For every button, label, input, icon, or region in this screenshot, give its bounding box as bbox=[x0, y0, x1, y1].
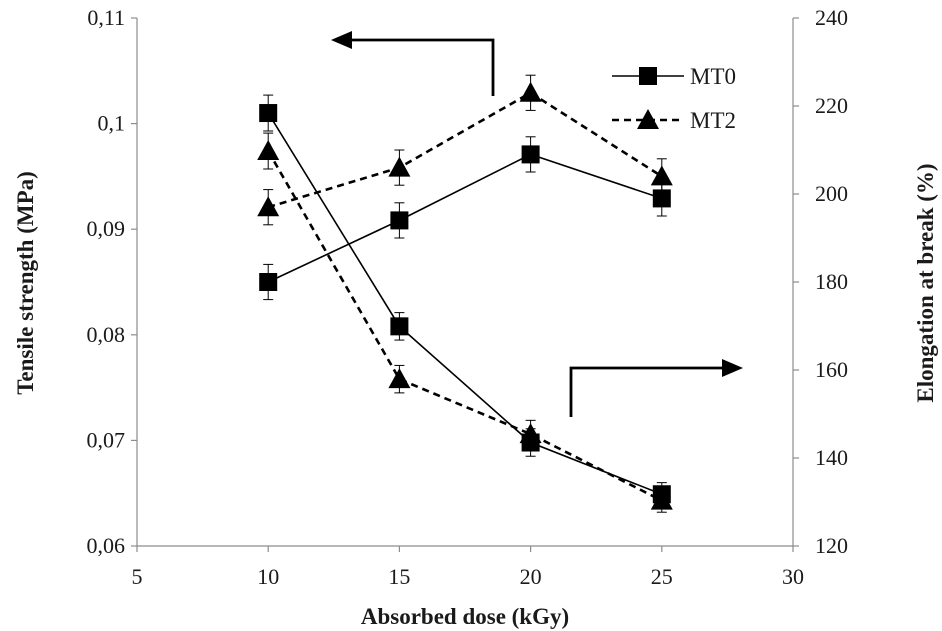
legend-marker-mt2 bbox=[637, 109, 659, 129]
data-point-triangle bbox=[257, 140, 280, 161]
data-point-square bbox=[390, 317, 409, 336]
legend: MT0 MT2 bbox=[612, 64, 736, 133]
x-tick-label: 30 bbox=[782, 564, 804, 589]
series-mt2-right bbox=[257, 74, 673, 226]
x-tick-label: 10 bbox=[257, 564, 279, 589]
data-point-triangle bbox=[257, 196, 280, 217]
y-right-tick-label: 160 bbox=[815, 357, 848, 382]
data-point-triangle bbox=[388, 156, 411, 177]
data-point-square bbox=[521, 145, 540, 164]
series-line bbox=[267, 91, 663, 209]
data-point-square bbox=[259, 104, 278, 123]
series-layer bbox=[257, 74, 673, 513]
data-point-triangle bbox=[519, 81, 542, 102]
tick-labels: 0,06 0,07 0,08 0,09 0,1 0,11 120 140 160 180 200 22… bbox=[87, 5, 849, 589]
y-left-tick-label: 0,09 bbox=[87, 216, 126, 241]
x-axis-title: Absorbed dose (kGy) bbox=[361, 604, 569, 629]
x-tick-label: 20 bbox=[520, 564, 542, 589]
data-point-square bbox=[259, 273, 278, 291]
axis-titles: Absorbed dose (kGy) Tensile strength (MP… bbox=[13, 163, 938, 629]
series-mt0-left bbox=[259, 94, 671, 507]
x-tick-label: 15 bbox=[388, 564, 410, 589]
legend-label: MT2 bbox=[690, 108, 736, 133]
arrow-to-left-axis-head bbox=[331, 31, 352, 49]
data-point-triangle bbox=[388, 368, 411, 389]
x-tick-label: 25 bbox=[651, 564, 673, 589]
y-left-tick-label: 0,06 bbox=[87, 533, 126, 558]
legend-marker-mt0 bbox=[639, 67, 657, 85]
y-right-tick-label: 200 bbox=[815, 181, 848, 206]
arrow-to-right-axis bbox=[569, 366, 728, 417]
data-point-triangle bbox=[650, 165, 673, 186]
y-left-tick-label: 0,07 bbox=[87, 427, 126, 452]
y-right-tick-label: 220 bbox=[815, 93, 848, 118]
axes bbox=[131, 17, 799, 552]
data-point-triangle bbox=[519, 423, 542, 444]
series-mt2-left bbox=[257, 132, 673, 513]
y-right-tick-label: 240 bbox=[815, 5, 848, 30]
y-left-tick-label: 0,08 bbox=[87, 322, 126, 347]
arrow-to-right-axis-head bbox=[722, 359, 743, 377]
y-right-tick-label: 120 bbox=[815, 533, 848, 558]
series-line bbox=[267, 112, 663, 496]
series-line bbox=[267, 150, 663, 502]
y-right-tick-label: 140 bbox=[815, 445, 848, 470]
y-right-tick-label: 180 bbox=[815, 269, 848, 294]
data-point-triangle bbox=[650, 489, 673, 510]
x-tick-label: 5 bbox=[132, 564, 143, 589]
annotations bbox=[331, 31, 743, 417]
y-axis-title-right: Elongation at break (%) bbox=[913, 163, 938, 402]
y-left-tick-label: 0,11 bbox=[87, 5, 125, 30]
series-line bbox=[267, 153, 663, 283]
data-point-square bbox=[390, 211, 409, 230]
arrow-to-left-axis bbox=[345, 38, 495, 96]
y-axis-title-left: Tensile strength (MPa) bbox=[13, 171, 38, 395]
legend-label: MT0 bbox=[690, 64, 736, 89]
y-left-tick-label: 0,1 bbox=[98, 111, 126, 136]
series-mt0-right bbox=[259, 136, 671, 301]
